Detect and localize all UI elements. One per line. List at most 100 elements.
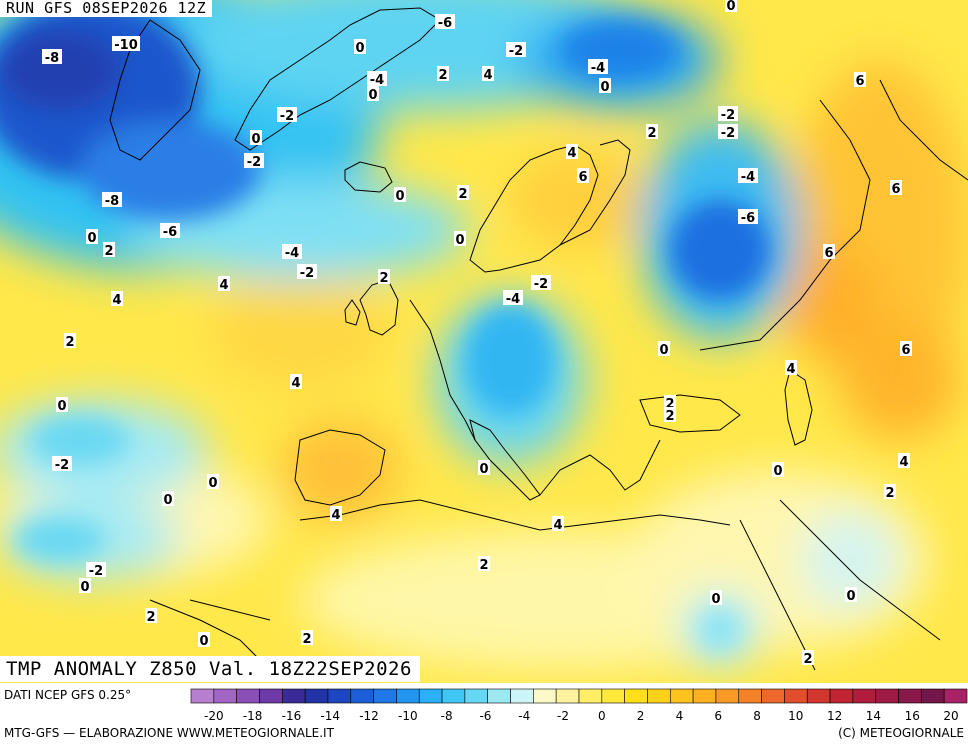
legend-swatch [533,688,557,704]
legend-swatch [898,688,922,704]
value-label-bg [297,264,317,279]
value-label: 4 [786,362,795,377]
legend-swatch [806,688,831,704]
value-label-bg [111,291,123,306]
value-label: 4 [483,68,492,83]
value-label: -4 [285,246,299,261]
value-label: -6 [163,225,177,240]
value-label: 2 [803,652,812,667]
value-label-bg [725,0,737,12]
value-label: 6 [578,170,587,185]
legend-tick-label: -2 [557,709,569,723]
value-label-bg [282,244,302,259]
value-label-bg [301,630,313,645]
value-label: 0 [368,88,377,103]
legend-swatch [852,688,877,704]
value-label: 0 [600,80,609,95]
legend-swatch [921,688,945,704]
value-label-bg [52,456,72,471]
value-label-bg [457,185,469,200]
value-label: 2 [379,271,388,286]
value-label-bg [64,333,76,348]
value-label-bg [785,360,797,375]
value-label: -2 [280,109,294,124]
value-label-bg [503,290,523,305]
legend-swatch [624,688,648,704]
value-label-bg [646,124,658,139]
value-label: 0 [355,41,364,56]
credit-right: (C) METEOGIORNALE [838,726,964,740]
value-label-bg [112,36,140,51]
value-label: 2 [438,68,447,83]
value-label: 6 [855,74,864,89]
value-label: 2 [479,558,488,573]
legend-swatch [304,688,329,704]
value-label: 0 [846,589,855,604]
value-label: -2 [721,126,735,141]
value-label: 0 [251,132,260,147]
value-label: 4 [291,376,300,391]
legend-tick-label: -6 [479,709,491,723]
value-label-bg [898,453,910,468]
legend-tick-label: 10 [788,709,803,723]
value-label: -6 [438,16,452,31]
legend-swatch [259,688,283,704]
temperature-anomaly-map: -8 -10 -6 -2 0 -4 0 2 4 -4 0 0 -2 0 -2 2 -2 -2 4 6 -4 -6 0 2 -8-… [0,0,968,683]
value-label: 4 [331,508,340,523]
legend-tick-label: -8 [441,709,453,723]
value-label: 6 [891,182,900,197]
value-label-bg [145,608,157,623]
map-title: TMP ANOMALY Z850 Val. 18Z22SEP2026 [0,656,420,682]
value-label-bg [86,562,106,577]
value-label: 4 [899,455,908,470]
legend-swatch [396,688,420,704]
value-label: -4 [591,61,605,76]
color-legend: -20 -18 -16 -14 -12 -10 -8 -6 -4 -2 0 2 4 6 8 10 12 14 16 2… [190,688,968,732]
value-label-bg [854,72,866,87]
legend-swatch [647,688,671,704]
value-label-bg [56,397,68,412]
value-label: 0 [479,462,488,477]
legend-tick-label: 0 [598,709,606,723]
legend-tick-label: -12 [359,709,379,723]
legend-tick-label: -18 [243,709,263,723]
value-label: -2 [534,277,548,292]
value-label: -2 [247,155,261,170]
value-label: 0 [659,343,668,358]
legend-tick-label: -4 [518,709,530,723]
value-label: -8 [105,194,119,209]
legend-swatch [829,688,854,704]
legend-tick-label: 12 [827,709,842,723]
value-label: -4 [370,73,384,88]
value-label-bg [566,144,578,159]
legend-swatch [943,688,968,704]
value-label: 0 [80,580,89,595]
value-label: -2 [55,458,69,473]
value-label-bg [244,153,264,168]
value-label-bg [658,341,670,356]
legend-swatch [464,688,489,704]
value-label: -2 [721,108,735,123]
value-label: 2 [647,126,656,141]
value-label-bg [718,106,738,121]
value-label-bg [103,242,115,257]
value-label: -2 [89,564,103,579]
legend-tick-label: 4 [676,709,684,723]
value-label-bg [506,42,526,57]
value-label: 4 [219,278,228,293]
value-label: -8 [45,51,59,66]
value-label-bg [437,66,449,81]
value-label: -2 [509,44,523,59]
value-label: 4 [112,293,121,308]
value-label: 4 [553,518,562,533]
legend-swatch [190,688,215,704]
legend-swatch [213,688,237,704]
value-label: 2 [65,335,74,350]
value-label-bg [290,374,302,389]
legend-swatch [281,688,306,704]
value-label-bg [845,587,857,602]
value-label-bg [435,14,455,29]
legend-swatch [350,688,374,704]
legend-swatch [784,688,808,704]
legend-swatch [236,688,260,704]
